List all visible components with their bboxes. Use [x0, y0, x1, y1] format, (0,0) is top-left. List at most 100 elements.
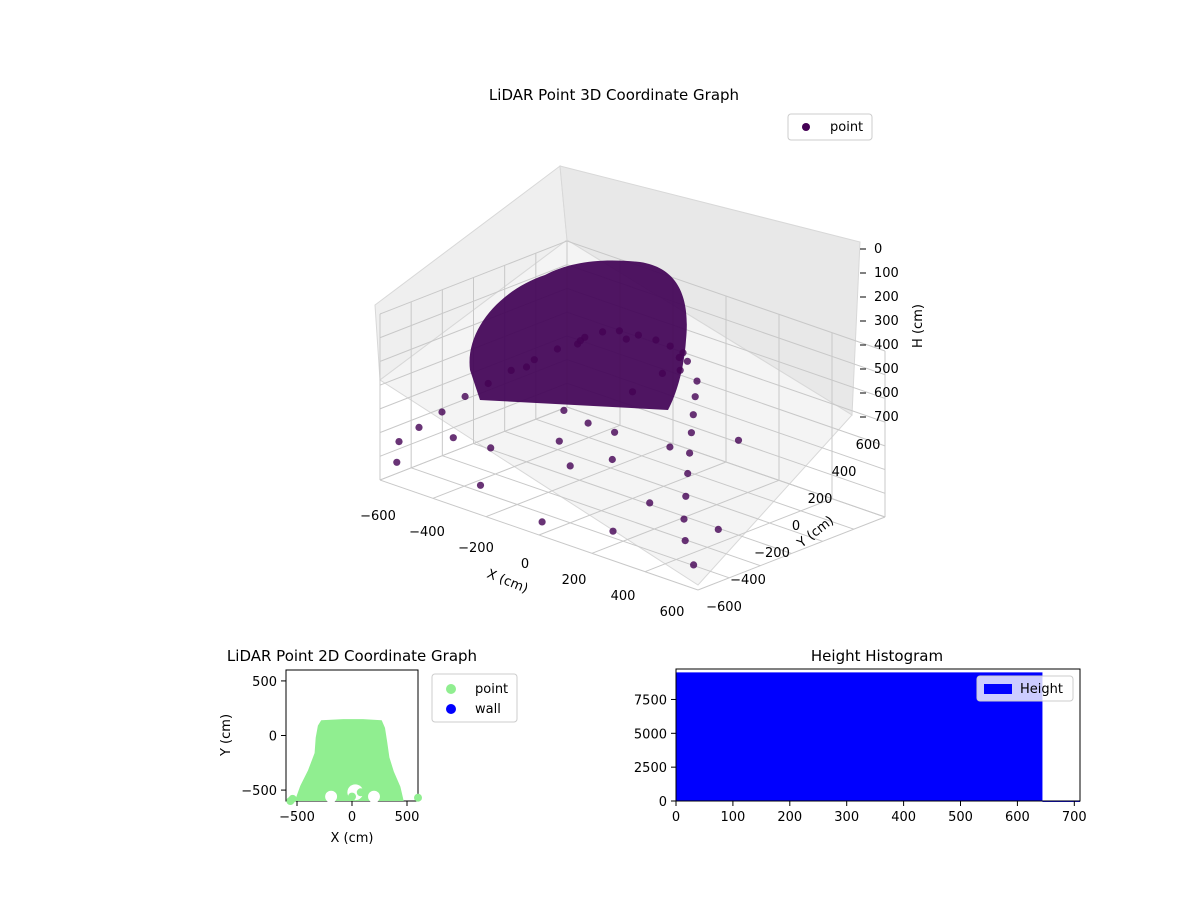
point-3d [628, 388, 637, 396]
z-tick-label: 700 [874, 410, 899, 425]
point-gap-2d [368, 790, 380, 803]
legend-3d-marker [802, 123, 810, 131]
point-cloud-core [469, 260, 687, 410]
z-tick-label: 600 [874, 386, 899, 401]
chart-histogram: Height Histogram 0 100 200 300 400 500 600 7000… [634, 647, 1087, 825]
point-3d [484, 379, 492, 388]
point-2d [348, 792, 356, 801]
point-3d [615, 327, 624, 335]
point-3d [675, 353, 683, 362]
point-3d [689, 411, 697, 419]
point-3d [658, 369, 667, 377]
x-tick-label-3d: 400 [611, 589, 636, 604]
point-2d [414, 793, 422, 802]
point-3d [690, 561, 698, 569]
point-3d [566, 462, 574, 470]
histogram-y-tick-label: 5000 [634, 727, 667, 742]
point-3d [609, 527, 617, 535]
histogram-x-tick-label: 100 [720, 810, 745, 825]
z-tick-label: 300 [874, 314, 899, 329]
point-3d [522, 363, 531, 371]
point-3d [622, 335, 630, 343]
point-2d [334, 786, 343, 795]
histogram-y-tick-label: 2500 [634, 761, 667, 776]
y-tick-label-2d: 500 [252, 675, 277, 690]
ticks-2d: −500 0 500 −500 0 500 [241, 675, 419, 825]
point-3d [666, 342, 674, 350]
z-tick-label: 200 [874, 290, 899, 305]
y-tick-label-3d: 400 [832, 465, 857, 480]
legend-2d-label-point: point [475, 682, 508, 697]
point-gap-2d [325, 790, 338, 803]
legend-3d-box [787, 113, 873, 141]
z-tick-labels: 0 100 200 300 400 500 600 700 [860, 242, 899, 425]
y-tick-label-3d: 200 [808, 492, 833, 507]
point-3d [395, 438, 403, 446]
point-series-2d [286, 719, 422, 805]
histogram-x-tick-label: 700 [1062, 810, 1087, 825]
y-tick-label-3d: 600 [856, 438, 881, 453]
legend-3d: point [787, 113, 873, 141]
point-3d [634, 331, 643, 339]
point-3d [461, 392, 469, 401]
grid-line-x [697, 516, 886, 591]
x-tick-label-3d: 600 [660, 605, 685, 620]
x-tick-label-3d: −600 [360, 509, 396, 524]
point-3d [684, 469, 692, 478]
y-axis-label-3d: Y (cm) [794, 513, 837, 551]
histogram-title: Height Histogram [811, 647, 943, 665]
y-tick-label-3d: 0 [792, 519, 800, 534]
point-3d [676, 366, 684, 374]
point-3d [608, 455, 616, 464]
dense-point-cloud [469, 260, 687, 410]
point-3d [576, 337, 585, 345]
y-tick-label-3d: −400 [730, 573, 766, 588]
chart-2d-title: LiDAR Point 2D Coordinate Graph [227, 647, 477, 665]
legend-histogram-label: Height [1020, 682, 1063, 697]
point-3d [530, 356, 538, 364]
histogram-frame [675, 668, 1081, 802]
legend-histogram: Height [976, 675, 1074, 702]
point-3d [538, 518, 546, 526]
z-tick-label: 0 [874, 242, 882, 257]
z-tick-label: 400 [874, 338, 899, 353]
point-3d [393, 458, 401, 466]
histogram-x-tick-label: 500 [948, 810, 973, 825]
x-axis-label-2d: X (cm) [331, 831, 374, 846]
x-tick-labels-3d: −600 −400 −200 0 200 400 600 [360, 509, 684, 620]
z-tick-label: 100 [874, 266, 899, 281]
point-3d [686, 449, 694, 457]
point-3d [487, 444, 495, 452]
z-tick-label: 500 [874, 362, 899, 377]
histogram-x-tick-label: 0 [672, 810, 680, 825]
grid-line-z [379, 240, 886, 352]
point-3d [734, 436, 743, 444]
point-3d [680, 515, 688, 523]
x-tick-label-2d: 0 [348, 810, 356, 825]
grid-line-z [379, 406, 886, 518]
point-3d [666, 443, 674, 451]
legend-2d-marker-point [446, 684, 456, 694]
x-tick-label-3d: −200 [458, 541, 494, 556]
legend-2d: point wall [431, 673, 518, 723]
point-3d [611, 428, 619, 436]
point-3d [714, 525, 722, 534]
histogram-ticks: 0 100 200 300 400 500 600 700 0 2500 5000 7500 [634, 693, 1087, 825]
histogram-y-tick-label: 0 [659, 795, 667, 810]
histogram-x-tick-label: 600 [1005, 810, 1030, 825]
chart-3d-title: LiDAR Point 3D Coordinate Graph [489, 86, 739, 104]
point-series-3d [393, 327, 743, 569]
point-3d [449, 434, 457, 442]
histogram-x-tick-label: 200 [777, 810, 802, 825]
point-2d [356, 788, 365, 797]
point-3d [507, 366, 515, 374]
point-3d [599, 328, 607, 336]
point-3d [646, 499, 654, 507]
z-axis-label: H (cm) [911, 304, 926, 348]
point-2d [288, 794, 297, 803]
point-3d [683, 357, 692, 365]
histogram-x-tick-label: 300 [834, 810, 859, 825]
x-tick-label-3d: 0 [521, 557, 529, 572]
